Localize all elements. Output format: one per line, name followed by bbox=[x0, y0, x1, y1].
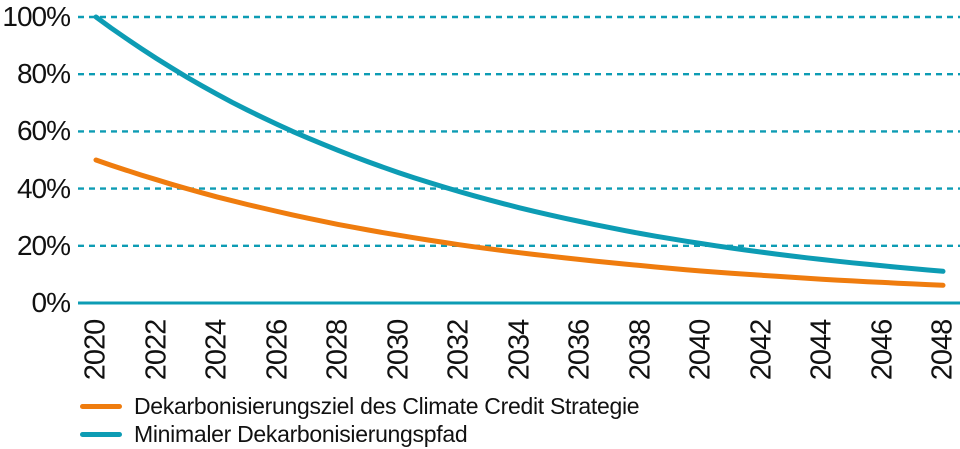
y-tick-label: 40% bbox=[16, 172, 71, 204]
legend: Dekarbonisierungsziel des Climate Credit… bbox=[80, 392, 640, 448]
y-tick-label: 100% bbox=[2, 1, 71, 32]
x-tick-label: 2020 bbox=[79, 319, 112, 381]
series-line-0 bbox=[93, 157, 946, 288]
x-tick-label: 2022 bbox=[140, 319, 172, 381]
x-tick-label: 2042 bbox=[745, 319, 777, 381]
x-tick-label: 2026 bbox=[261, 319, 293, 381]
legend-label-minimal-path: Minimaler Dekarbonisierungspfad bbox=[134, 420, 468, 447]
legend-item-target: Dekarbonisierungsziel des Climate Credit… bbox=[80, 392, 640, 420]
x-tick-label: 2034 bbox=[503, 319, 535, 381]
x-tick-label: 2036 bbox=[563, 319, 596, 381]
y-tick-label: 60% bbox=[16, 115, 71, 147]
x-tick-label: 2024 bbox=[200, 319, 233, 381]
x-tick-label: 2032 bbox=[442, 319, 475, 381]
x-tick-label: 2030 bbox=[382, 319, 414, 381]
series-line-1 bbox=[93, 14, 946, 274]
x-tick-label: 2038 bbox=[624, 319, 656, 381]
legend-swatch-target-line bbox=[80, 403, 122, 409]
x-tick-label: 2044 bbox=[805, 319, 838, 381]
legend-item-minimal-path: Minimaler Dekarbonisierungspfad bbox=[80, 420, 639, 448]
x-tick-label: 2040 bbox=[684, 319, 717, 381]
x-tick-label: 2046 bbox=[866, 319, 898, 381]
y-tick-label: 0% bbox=[31, 287, 71, 318]
legend-label-target: Dekarbonisierungsziel des Climate Credit… bbox=[134, 392, 640, 419]
x-tick-label: 2028 bbox=[321, 319, 354, 381]
y-tick-label: 20% bbox=[16, 229, 71, 261]
x-tick-label: 2048 bbox=[926, 319, 959, 381]
y-tick-label: 80% bbox=[16, 58, 71, 90]
legend-swatch-minimal-path-line bbox=[80, 431, 122, 437]
